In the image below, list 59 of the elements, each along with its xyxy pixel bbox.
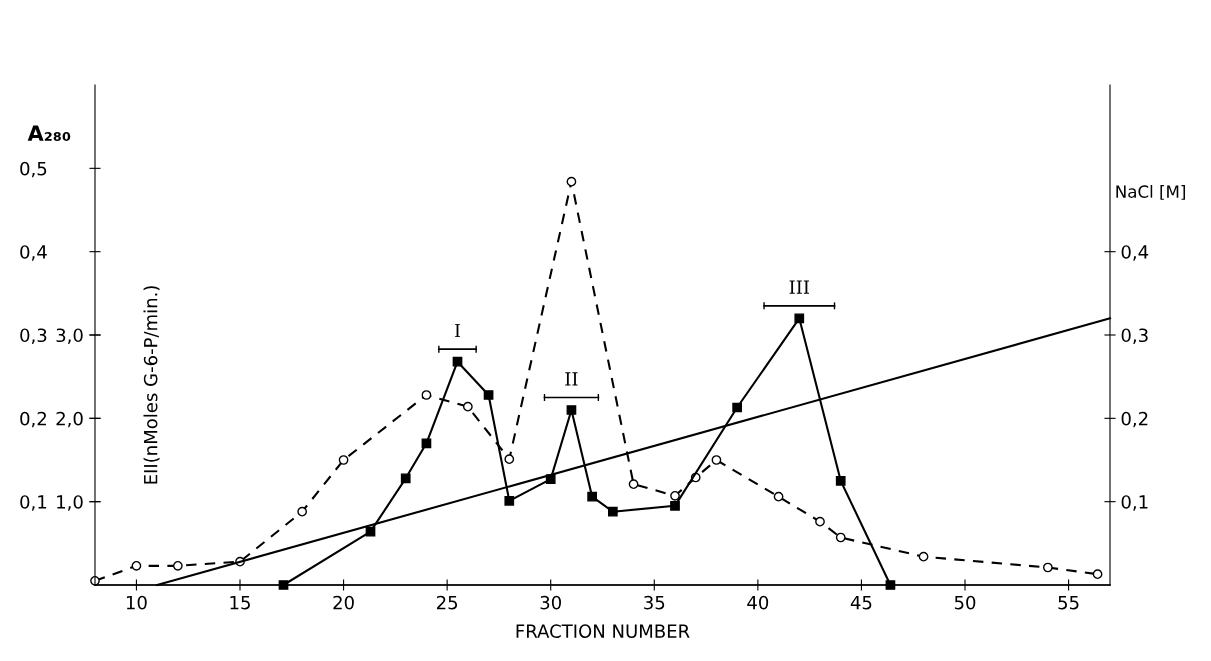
point: [338, 455, 349, 465]
x-tick-label: 10: [126, 595, 147, 610]
point: [628, 479, 639, 490]
y2-tick-label: 3,0: [56, 328, 83, 344]
point: [566, 405, 577, 415]
point: [607, 506, 618, 517]
y3-tick-label: 0,2: [1121, 411, 1148, 428]
point: [483, 390, 494, 400]
x-tick-label: 25: [436, 595, 458, 610]
y-tick-label: 0,5: [20, 161, 47, 178]
y3-tick-label: 0,1: [1121, 495, 1148, 511]
point: [835, 532, 846, 543]
y-axis-title: A₂₈₀: [27, 125, 71, 141]
point: [670, 500, 680, 511]
y3-tick-label: 0,4: [1121, 245, 1149, 261]
point: [835, 475, 846, 486]
y2-tick-label: 2,0: [56, 411, 83, 428]
point: [711, 455, 722, 465]
point: [1092, 569, 1103, 580]
y-tick-label: 0,3: [20, 328, 47, 344]
point: [400, 473, 411, 484]
y2-axis-title: EII(nMoles G-6-P/min.): [143, 286, 160, 484]
x-axis-title: FRACTION NUMBER: [516, 624, 690, 638]
point: [732, 402, 743, 413]
x-tick-label: 30: [540, 595, 561, 610]
point: [773, 491, 784, 502]
point: [365, 526, 376, 537]
point: [504, 454, 515, 465]
y-tick-label: 0,1: [20, 495, 47, 511]
point: [504, 495, 515, 506]
y3-tick-label: 0,3: [1121, 328, 1148, 344]
point: [131, 560, 142, 571]
point: [794, 313, 805, 324]
point: [918, 551, 929, 562]
point: [462, 401, 473, 412]
annotation: III: [789, 280, 809, 294]
x-tick-label: 15: [230, 595, 250, 610]
y-tick-label: 0,4: [20, 245, 47, 261]
point: [452, 356, 463, 367]
x-tick-label: 50: [954, 595, 976, 610]
x-tick-label: 35: [644, 595, 665, 610]
x-tick-label: 45: [850, 595, 872, 610]
point: [587, 491, 598, 502]
annotation: I: [454, 323, 461, 338]
y-tick-label: 0,2: [20, 411, 46, 428]
point: [670, 490, 680, 501]
point: [421, 438, 432, 449]
y3-axis-title: NaCl [M]: [1116, 185, 1185, 200]
point: [815, 516, 825, 527]
x-tick-label: 55: [1058, 595, 1079, 610]
point: [566, 176, 577, 187]
annotation: II: [565, 372, 578, 386]
point: [172, 560, 183, 571]
point: [421, 390, 432, 400]
point: [1042, 562, 1053, 573]
x-tick-label: 20: [333, 595, 354, 610]
y2-tick-label: 1,0: [57, 495, 83, 511]
x-tick-label: 40: [747, 595, 769, 610]
point: [297, 506, 308, 517]
